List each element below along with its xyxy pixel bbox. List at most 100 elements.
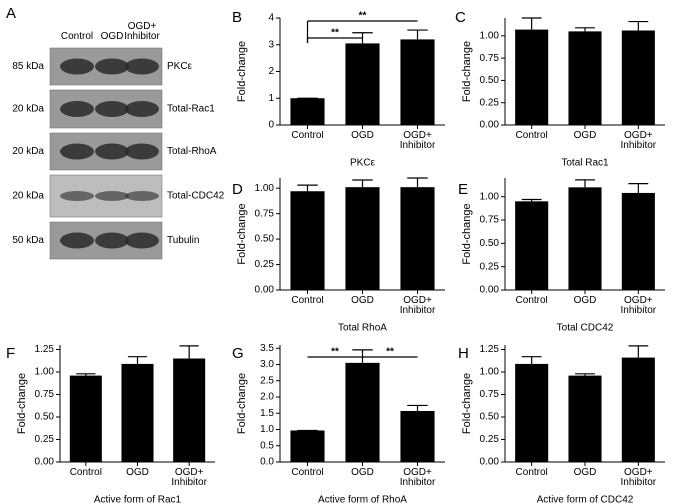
y-tick-label: 0.75 bbox=[480, 53, 500, 64]
bar bbox=[290, 98, 325, 125]
error-bar bbox=[179, 345, 199, 359]
error-bar bbox=[575, 27, 595, 32]
y-tick-label: 3.5 bbox=[260, 343, 274, 354]
error-bar bbox=[575, 179, 595, 188]
x-tick-label: OGD bbox=[351, 468, 374, 478]
x-tick-label-box: Control bbox=[69, 468, 102, 478]
column-label: Control bbox=[60, 31, 94, 42]
y-tick-label: 0.50 bbox=[480, 75, 500, 86]
bar bbox=[621, 357, 655, 462]
x-tick-label: OGD bbox=[573, 296, 597, 306]
error-bar bbox=[352, 179, 373, 188]
y-tick-label: 0 bbox=[268, 120, 274, 131]
panel-letter: F bbox=[6, 345, 15, 362]
y-tick-label: 1.0 bbox=[260, 424, 274, 435]
x-tick-label-box: Control bbox=[291, 296, 323, 306]
x-tick-label-box: OGD+ Inhibitor bbox=[400, 468, 436, 488]
panel-letter: H bbox=[458, 345, 469, 362]
x-tick-label: OGD bbox=[351, 131, 374, 141]
y-tick-label: 4 bbox=[268, 13, 274, 24]
blot-band bbox=[60, 232, 94, 249]
y-tick-label: 1 bbox=[268, 93, 274, 104]
bar bbox=[515, 363, 549, 462]
y-tick-label: 0.00 bbox=[480, 120, 500, 131]
error-bar bbox=[521, 356, 542, 364]
bar bbox=[345, 187, 380, 290]
y-tick-label: 1.00 bbox=[480, 191, 500, 202]
blot-band bbox=[95, 101, 129, 117]
blot-band bbox=[125, 58, 159, 75]
y-axis-label: Fold-change bbox=[236, 41, 248, 102]
y-tick-label: 1.00 bbox=[480, 30, 500, 41]
y-tick-label: 0.25 bbox=[480, 97, 500, 108]
x-tick-label-box: OGD bbox=[351, 468, 374, 478]
x-tick-label: OGD+ Inhibitor bbox=[399, 296, 436, 316]
size-label: 20 kDa bbox=[12, 104, 44, 115]
size-label: 85 kDa bbox=[12, 61, 44, 72]
blot-band bbox=[125, 143, 159, 160]
bar bbox=[345, 362, 380, 462]
blot-band bbox=[125, 191, 159, 201]
blot-band bbox=[125, 232, 159, 249]
error-bar bbox=[407, 404, 428, 411]
blot-band bbox=[60, 191, 94, 201]
column-label: OGD+ Inhibitor bbox=[124, 21, 160, 42]
y-tick-label: 0.50 bbox=[480, 238, 500, 249]
x-axis-label: PKCε bbox=[350, 158, 376, 169]
size-label: 20 kDa bbox=[12, 191, 44, 202]
y-tick-label: 0.75 bbox=[480, 389, 500, 400]
panel-letter: A bbox=[6, 5, 16, 22]
x-tick-label: OGD+ Inhibitor bbox=[171, 468, 207, 488]
blot-band bbox=[60, 101, 94, 117]
y-tick-label: 0.5 bbox=[260, 440, 274, 451]
x-tick-label: Control bbox=[69, 468, 102, 478]
x-tick-label: OGD bbox=[126, 468, 149, 478]
x-tick-label-box: Control bbox=[516, 468, 548, 478]
bar bbox=[400, 410, 435, 462]
x-tick-label-box: Control bbox=[515, 131, 548, 141]
x-tick-label: OGD bbox=[351, 296, 374, 306]
x-tick-label: Control bbox=[515, 131, 548, 141]
blot-band bbox=[60, 143, 94, 160]
error-bar bbox=[521, 198, 542, 202]
x-tick-label-box: OGD+ Inhibitor bbox=[399, 296, 436, 316]
x-axis-label: Total RhoA bbox=[338, 323, 387, 334]
error-bar bbox=[628, 20, 649, 31]
y-tick-label: 1.25 bbox=[35, 344, 55, 355]
y-tick-label: 1.00 bbox=[255, 183, 275, 194]
bar bbox=[345, 43, 380, 125]
error-bar bbox=[407, 29, 428, 40]
bar bbox=[400, 187, 435, 290]
size-label: 20 kDa bbox=[12, 146, 44, 157]
x-tick-label: Control bbox=[515, 296, 548, 306]
y-tick-label: 3 bbox=[268, 39, 274, 50]
blot-band bbox=[125, 101, 159, 117]
protein-label: Total-RhoA bbox=[167, 146, 217, 157]
y-axis-label: Fold-change bbox=[236, 203, 248, 264]
bar bbox=[515, 201, 549, 290]
column-text: Control bbox=[60, 31, 94, 42]
bar bbox=[568, 187, 602, 290]
bar bbox=[290, 430, 325, 462]
error-bar bbox=[575, 373, 595, 376]
significance-label: ** bbox=[331, 28, 339, 39]
y-axis-label: Fold-change bbox=[461, 203, 473, 264]
y-tick-label: 2.5 bbox=[260, 375, 274, 386]
y-axis-label: Fold-change bbox=[236, 373, 248, 434]
blot-band bbox=[95, 232, 129, 249]
bar bbox=[290, 191, 325, 290]
y-tick-label: 1.25 bbox=[480, 344, 500, 355]
y-tick-label: 0.00 bbox=[255, 285, 275, 296]
significance-label: ** bbox=[359, 11, 367, 22]
x-tick-label: OGD bbox=[573, 468, 597, 478]
bar bbox=[515, 29, 549, 125]
y-tick-label: 0.0 bbox=[260, 457, 274, 468]
significance-label: ** bbox=[386, 347, 394, 358]
column-text: OGD+ Inhibitor bbox=[124, 21, 160, 42]
bar bbox=[568, 375, 602, 462]
error-bar bbox=[127, 356, 148, 364]
error-bar bbox=[297, 184, 318, 192]
y-axis-label: Fold-change bbox=[461, 373, 473, 434]
x-tick-label-box: OGD+ Inhibitor bbox=[400, 131, 436, 151]
blot-band bbox=[95, 58, 129, 75]
